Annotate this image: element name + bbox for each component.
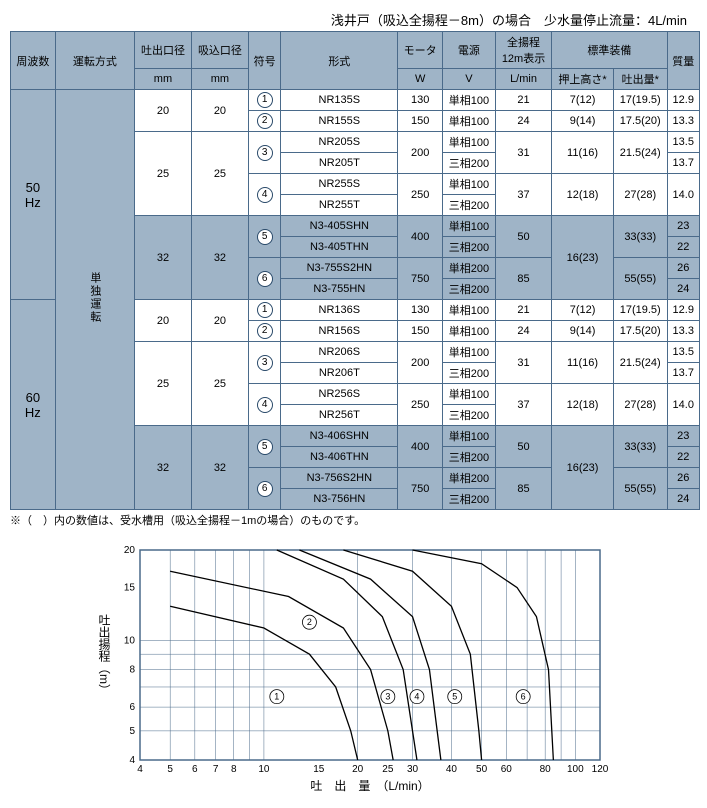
hdr-dv: 吐出量* [613,69,667,90]
unit-suction: mm [191,69,248,90]
svg-text:80: 80 [540,764,552,775]
svg-text:20: 20 [124,545,136,556]
hdr-mode: 運転方式 [55,32,134,90]
svg-text:5: 5 [129,726,135,737]
hdr-pushh: 押上高さ* [552,69,614,90]
svg-text:4: 4 [137,764,143,775]
svg-text:50: 50 [476,764,488,775]
svg-text:100: 100 [567,764,584,775]
hdr-model: 形式 [281,32,398,90]
svg-text:60: 60 [501,764,513,775]
svg-text:4: 4 [129,755,135,766]
hdr-sym: 符号 [248,32,280,90]
performance-chart: 4567810152025304050608010012045681015201… [90,540,697,798]
hdr-discharge: 吐出口径 [134,32,191,69]
hdr-power: 電源 [442,32,495,69]
svg-text:2: 2 [307,617,312,627]
svg-text:吐出揚程（m）: 吐出揚程（m） [97,614,111,696]
hdr-motor: モータ [398,32,443,69]
svg-text:10: 10 [124,635,136,646]
svg-text:5: 5 [167,764,173,775]
hdr-mass: 質量 [667,32,699,90]
footnote: ※（ ）内の数値は、受水槽用（吸込全揚程－1mの場合）のものです。 [10,512,697,528]
svg-text:10: 10 [258,764,270,775]
table-row: 50Hz単独運転20201NR135S130単相100217(12)17(19.… [11,90,700,111]
svg-text:5: 5 [452,692,457,702]
svg-text:120: 120 [592,764,609,775]
svg-text:6: 6 [521,692,526,702]
unit-head12m: L/min [495,69,551,90]
svg-text:6: 6 [192,764,198,775]
svg-text:30: 30 [407,764,419,775]
hdr-suction: 吸込口径 [191,32,248,69]
svg-text:6: 6 [129,702,135,713]
unit-discharge: mm [134,69,191,90]
hdr-std: 標準装備 [552,32,667,69]
svg-text:3: 3 [385,692,390,702]
svg-text:7: 7 [213,764,219,775]
svg-text:40: 40 [446,764,458,775]
svg-text:20: 20 [352,764,364,775]
svg-text:吐 出 量 （L/min）: 吐 出 量 （L/min） [310,779,429,793]
table-body: 50Hz単独運転20201NR135S130単相100217(12)17(19.… [11,90,700,510]
svg-text:25: 25 [382,764,394,775]
svg-text:15: 15 [313,764,325,775]
table-title: 浅井戸（吸込全揚程－8m）の場合 少水量停止流量：4L/min [10,10,697,29]
svg-text:8: 8 [231,764,237,775]
unit-power: V [442,69,495,90]
svg-text:8: 8 [129,665,135,676]
unit-motor: W [398,69,443,90]
svg-text:15: 15 [124,583,136,594]
hdr-freq: 周波数 [11,32,56,90]
svg-text:4: 4 [414,692,419,702]
table-header: 周波数 運転方式 吐出口径 吸込口径 符号 形式 モータ 電源 全揚程12m表示… [11,32,700,90]
svg-text:1: 1 [274,692,279,702]
hdr-head12m: 全揚程12m表示 [495,32,551,69]
spec-table: 周波数 運転方式 吐出口径 吸込口径 符号 形式 モータ 電源 全揚程12m表示… [10,31,700,510]
